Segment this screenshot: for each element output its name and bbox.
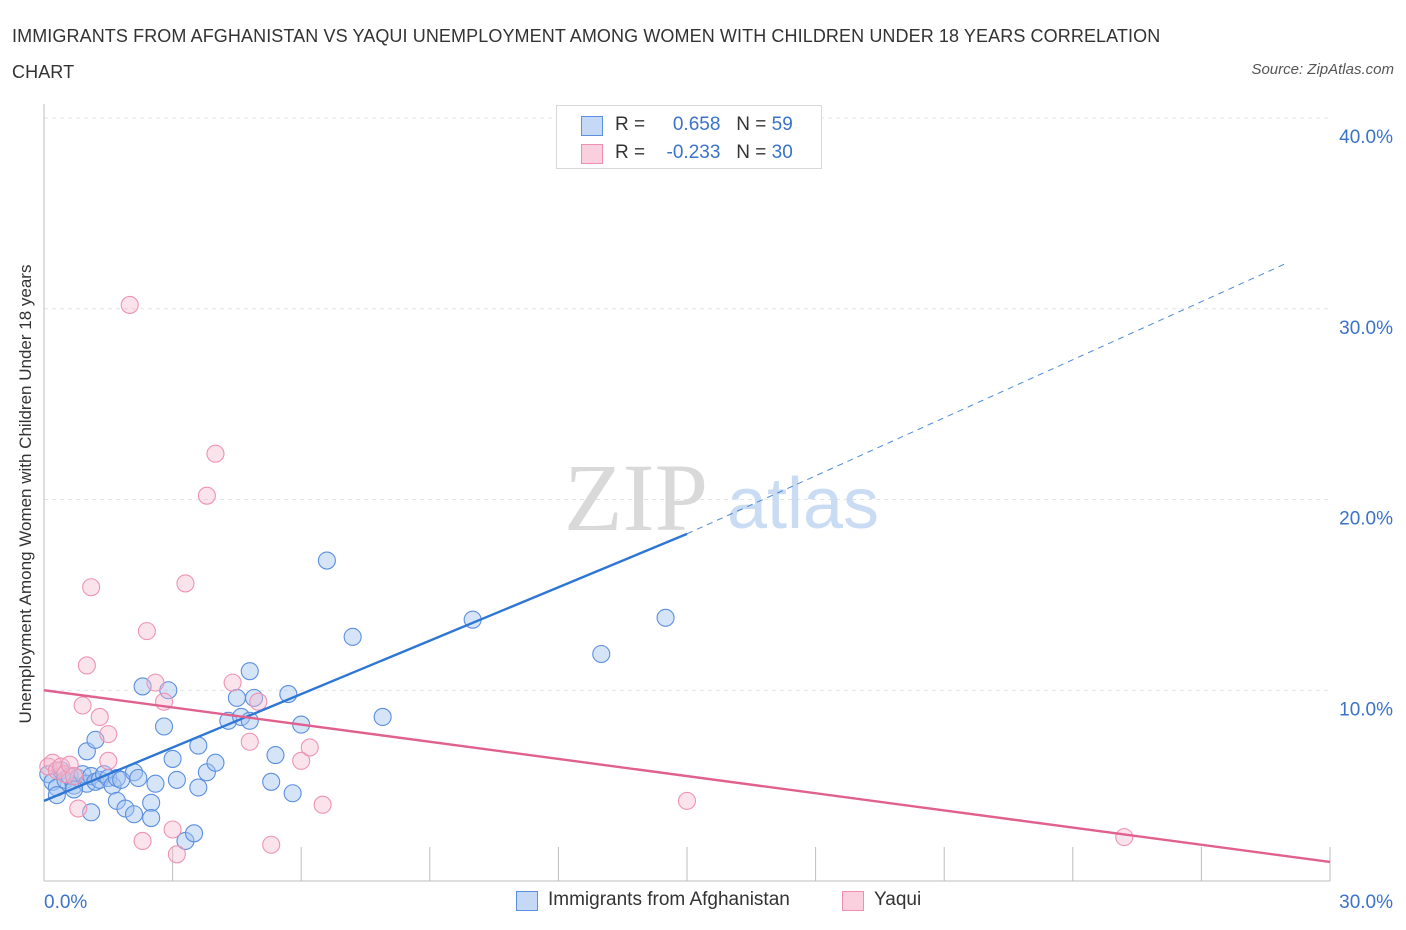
afghanistan-point xyxy=(656,608,675,627)
yaqui-point xyxy=(300,738,319,757)
bottom-legend-label-afghanistan: Immigrants from Afghanistan xyxy=(548,889,790,910)
afghanistan-trend-line xyxy=(43,532,688,802)
yaqui-point xyxy=(262,835,281,854)
yaqui-point xyxy=(223,673,242,692)
afghanistan-point xyxy=(142,793,161,812)
afghanistan-point xyxy=(189,778,208,797)
legend-n-label: N = xyxy=(736,114,767,135)
watermark: ZIP atlas xyxy=(564,444,879,551)
correlation-legend: R = 0.658 N = 59 R = -0.233 N = 30 xyxy=(556,105,822,169)
afghanistan-point xyxy=(283,784,302,803)
yaqui-point xyxy=(77,656,96,675)
afghanistan-point xyxy=(262,772,281,791)
yaqui-point xyxy=(137,622,156,641)
yaqui-point xyxy=(677,791,697,810)
afghanistan-point xyxy=(373,707,392,727)
yaqui-point xyxy=(69,799,88,818)
y-tick-label: 40.0% xyxy=(1339,127,1393,148)
yaqui-trend-line xyxy=(43,689,1331,864)
afghanistan-point xyxy=(163,749,182,768)
yaqui-point xyxy=(167,845,186,864)
afghanistan-point xyxy=(317,551,336,570)
yaqui-point xyxy=(1115,828,1134,847)
legend-r-value: -0.233 xyxy=(666,142,721,163)
yaqui-point xyxy=(60,755,79,774)
yaqui-point xyxy=(99,725,118,744)
y-tick-label: 10.0% xyxy=(1339,699,1393,720)
legend-swatch-yaqui xyxy=(581,144,603,164)
afghanistan-point xyxy=(184,824,204,843)
watermark-zip: ZIP xyxy=(564,444,708,551)
grid-lines xyxy=(44,117,1330,691)
afghanistan-point xyxy=(124,805,144,824)
x-tick-label: 0.0% xyxy=(44,892,87,913)
yaqui-point xyxy=(163,820,182,839)
x-tick-label: 30.0% xyxy=(1339,892,1393,913)
afghanistan-point xyxy=(227,688,246,707)
afghanistan-point xyxy=(146,774,165,793)
legend-r-value: 0.658 xyxy=(672,114,721,135)
yaqui-point xyxy=(99,751,118,770)
legend-n-value: 59 xyxy=(771,114,793,135)
afghanistan-trend-extension xyxy=(686,262,1288,535)
yaqui-point xyxy=(292,751,311,770)
tick-labels: 10.0% 20.0% 30.0% 40.0% 0.0% 30.0% xyxy=(44,127,1393,913)
yaqui-point xyxy=(64,767,84,786)
yaqui-point xyxy=(240,732,259,751)
yaqui-point xyxy=(82,578,101,597)
yaqui-point xyxy=(146,673,165,692)
y-tick-label: 20.0% xyxy=(1339,509,1393,530)
yaqui-point xyxy=(249,692,268,711)
source-label: Source: ZipAtlas.com xyxy=(1251,61,1394,78)
yaqui-point xyxy=(73,696,92,715)
afghanistan-point xyxy=(266,746,285,765)
yaqui-point xyxy=(313,795,332,814)
axes xyxy=(43,104,1331,882)
legend-swatch-afghanistan xyxy=(581,116,603,136)
afghanistan-point xyxy=(592,644,611,664)
afghanistan-point xyxy=(240,662,259,681)
afghanistan-point xyxy=(154,717,174,736)
afghanistan-point xyxy=(206,753,225,772)
bottom-legend-swatch-afghanistan xyxy=(516,891,538,911)
yaqui-point xyxy=(120,295,139,314)
legend-n-value: 30 xyxy=(771,142,793,163)
afghanistan-point xyxy=(129,768,148,788)
afghanistan-point xyxy=(343,627,362,646)
watermark-atlas: atlas xyxy=(727,464,879,544)
bottom-legend-label-yaqui: Yaqui xyxy=(874,889,922,910)
yaqui-point xyxy=(206,444,225,463)
bottom-legend-swatch-yaqui xyxy=(842,891,864,911)
afghanistan-point xyxy=(167,770,186,789)
yaqui-point xyxy=(133,831,152,850)
chart-title: IMMIGRANTS FROM AFGHANISTAN VS YAQUI UNE… xyxy=(12,26,1161,82)
legend-n-label: N = xyxy=(736,142,767,163)
data-points xyxy=(39,295,1134,864)
yaqui-point xyxy=(90,707,109,727)
yaqui-point xyxy=(197,486,216,505)
trend-lines xyxy=(43,262,1331,864)
yaqui-point xyxy=(176,574,195,593)
afghanistan-point xyxy=(142,809,161,828)
legend-r-label: R = xyxy=(615,142,646,163)
y-tick-label: 30.0% xyxy=(1339,318,1393,339)
legend-r-label: R = xyxy=(615,114,646,135)
